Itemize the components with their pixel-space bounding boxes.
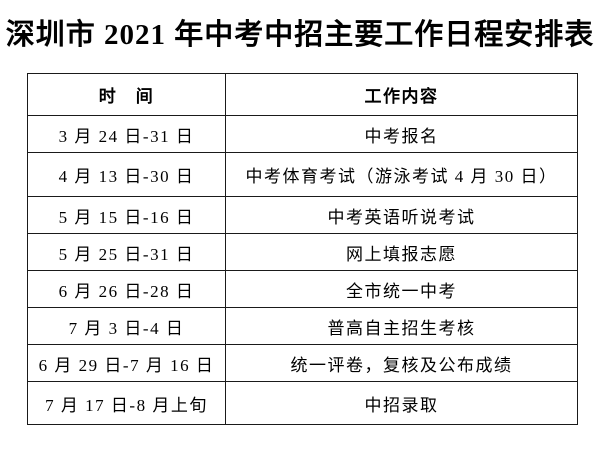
time-cell: 6 月 29 日-7 月 16 日 — [27, 344, 226, 382]
time-cell: 5 月 25 日-31 日 — [27, 233, 226, 271]
content-cell: 中考体育考试（游泳考试 4 月 30 日） — [225, 152, 578, 197]
table-header: 时 间 工作内容 — [27, 73, 578, 116]
time-cell: 7 月 3 日-4 日 — [27, 307, 226, 345]
table-row: 6 月 29 日-7 月 16 日 统一评卷，复核及公布成绩 — [27, 344, 578, 382]
schedule-table: 时 间 工作内容 3 月 24 日-31 日 中考报名 4 月 13 日-30 … — [27, 73, 578, 425]
content-cell: 全市统一中考 — [225, 270, 578, 308]
table-row: 5 月 25 日-31 日 网上填报志愿 — [27, 233, 578, 271]
time-cell: 3 月 24 日-31 日 — [27, 115, 226, 153]
content-cell: 普高自主招生考核 — [225, 307, 578, 345]
table-body: 3 月 24 日-31 日 中考报名 4 月 13 日-30 日 中考体育考试（… — [27, 115, 578, 425]
time-cell: 5 月 15 日-16 日 — [27, 196, 226, 234]
time-cell: 6 月 26 日-28 日 — [27, 270, 226, 308]
content-cell: 中考报名 — [225, 115, 578, 153]
time-cell: 4 月 13 日-30 日 — [27, 152, 226, 197]
content-cell: 网上填报志愿 — [225, 233, 578, 271]
table-row: 4 月 13 日-30 日 中考体育考试（游泳考试 4 月 30 日） — [27, 152, 578, 197]
table-row: 3 月 24 日-31 日 中考报名 — [27, 115, 578, 153]
time-cell: 7 月 17 日-8 月上旬 — [27, 381, 226, 425]
table-row: 7 月 3 日-4 日 普高自主招生考核 — [27, 307, 578, 345]
content-cell: 中考英语听说考试 — [225, 196, 578, 234]
table-row: 6 月 26 日-28 日 全市统一中考 — [27, 270, 578, 308]
table-row: 7 月 17 日-8 月上旬 中招录取 — [27, 381, 578, 425]
header-row: 时 间 工作内容 — [27, 73, 578, 116]
content-cell: 中招录取 — [225, 381, 578, 425]
page-title: 深圳市 2021 年中考中招主要工作日程安排表 — [5, 19, 595, 51]
header-content: 工作内容 — [225, 73, 578, 116]
content-cell: 统一评卷，复核及公布成绩 — [225, 344, 578, 382]
table-row: 5 月 15 日-16 日 中考英语听说考试 — [27, 196, 578, 234]
header-time: 时 间 — [27, 73, 226, 116]
